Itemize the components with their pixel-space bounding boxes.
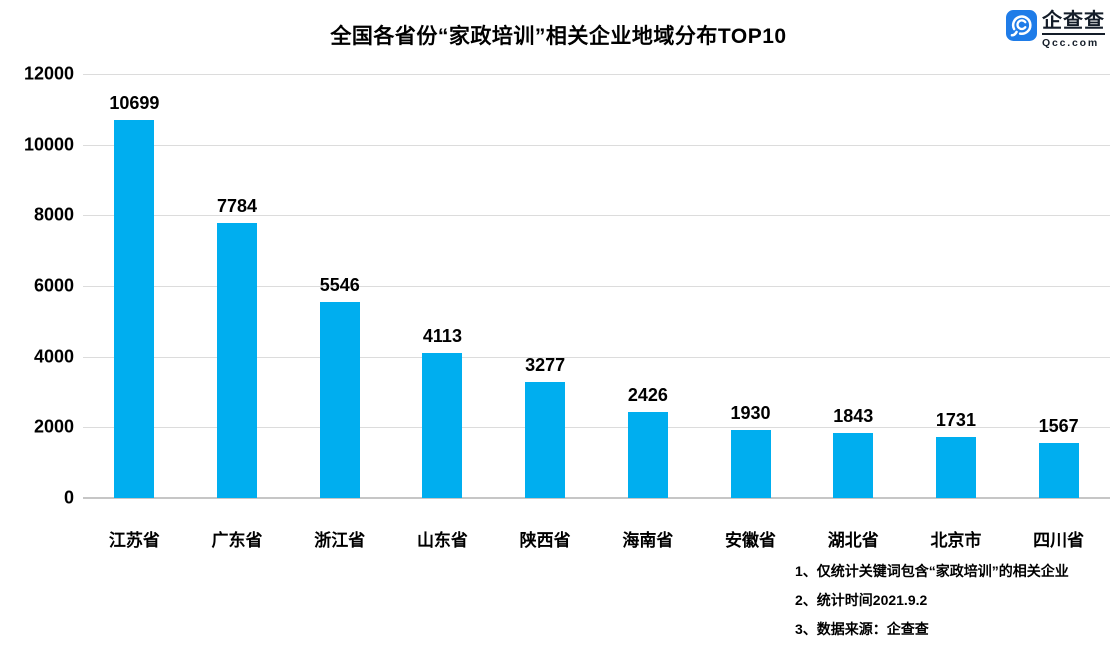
bar bbox=[1038, 442, 1079, 498]
y-axis-tick-label: 10000 bbox=[23, 134, 74, 155]
footnote-3: 3、数据来源：企查查 bbox=[795, 621, 929, 637]
x-axis-category-label: 安徽省 bbox=[725, 531, 777, 550]
logo-text: 企查查 Qcc.com bbox=[1042, 10, 1105, 49]
x-axis-line bbox=[83, 497, 1110, 499]
x-axis-category-label: 四川省 bbox=[1033, 531, 1085, 550]
bar bbox=[935, 436, 976, 498]
logo-name: 企查查 bbox=[1042, 10, 1105, 35]
bar-value-label: 2426 bbox=[627, 385, 668, 406]
y-axis-tick-label: 4000 bbox=[33, 346, 74, 367]
logo-domain: Qcc.com bbox=[1042, 37, 1099, 49]
gridline bbox=[83, 286, 1110, 287]
gridline bbox=[83, 74, 1110, 75]
x-axis-category-label: 浙江省 bbox=[314, 531, 366, 550]
bar bbox=[319, 302, 360, 498]
bar bbox=[525, 382, 566, 498]
bar bbox=[422, 352, 463, 498]
plot-area: 0 2000 4000 6000 8000 10000 12000 10699 江苏省 7784 广… bbox=[24, 64, 1110, 550]
bar-value-label: 3277 bbox=[525, 355, 566, 376]
x-axis-category-label: 江苏省 bbox=[108, 531, 160, 550]
qcc-magnifier-icon bbox=[1006, 10, 1037, 41]
bar-value-label: 1843 bbox=[833, 405, 874, 426]
y-axis-tick-label: 0 bbox=[63, 487, 74, 508]
bar bbox=[217, 222, 258, 498]
x-axis-category-label: 海南省 bbox=[622, 531, 674, 550]
bar-value-label: 7784 bbox=[217, 195, 258, 216]
bar bbox=[730, 429, 771, 498]
bar bbox=[833, 432, 874, 498]
x-axis-category-label: 湖北省 bbox=[827, 531, 879, 550]
gridline bbox=[83, 356, 1110, 358]
gridline bbox=[83, 427, 1110, 429]
bar bbox=[114, 119, 155, 498]
bar-value-label: 1930 bbox=[730, 402, 771, 423]
chart-title: 全国各省份“家政培训”相关企业地域分布TOP10 bbox=[330, 25, 787, 48]
footnote-2: 2、统计时间2021.9.2 bbox=[795, 592, 928, 608]
y-axis-tick-label: 12000 bbox=[23, 63, 74, 84]
bar-value-label: 4113 bbox=[422, 325, 462, 346]
x-axis-category-label: 广东省 bbox=[211, 531, 263, 550]
gridline bbox=[83, 144, 1110, 146]
footnote-1: 1、仅统计关键词包含“家政培训”的相关企业 bbox=[795, 563, 1069, 579]
footnotes: 1、仅统计关键词包含“家政培训”的相关企业 2、统计时间2021.9.2 3、数… bbox=[795, 561, 1069, 648]
x-axis-category-label: 北京市 bbox=[930, 531, 982, 550]
x-axis-category-label: 陕西省 bbox=[519, 531, 571, 550]
qcc-logo: 企查查 Qcc.com bbox=[1006, 10, 1105, 49]
gridline bbox=[83, 215, 1110, 217]
y-axis-tick-label: 2000 bbox=[33, 416, 74, 437]
bar-value-label: 10699 bbox=[109, 92, 160, 113]
bar bbox=[627, 412, 668, 498]
x-axis-category-label: 山东省 bbox=[416, 531, 468, 550]
y-axis-tick-label: 8000 bbox=[33, 204, 74, 225]
bar-value-label: 1731 bbox=[935, 409, 976, 430]
bar-value-label: 1567 bbox=[1038, 415, 1079, 436]
bar-value-label: 5546 bbox=[319, 275, 360, 296]
y-axis-tick-label: 6000 bbox=[33, 275, 74, 296]
